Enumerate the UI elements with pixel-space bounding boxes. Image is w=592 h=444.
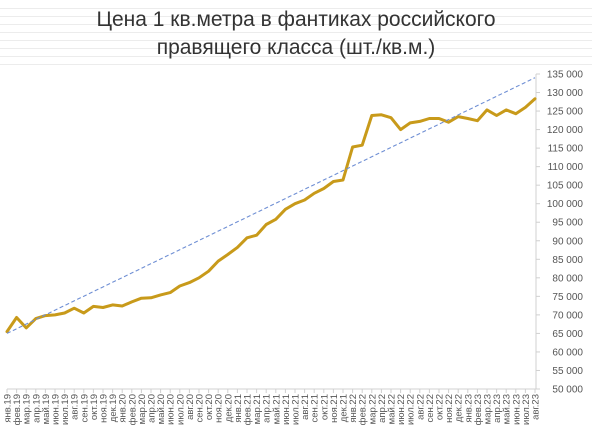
background-stripe bbox=[0, 40, 592, 41]
y-tick-label: 60 000 bbox=[552, 347, 583, 358]
background-stripe bbox=[0, 64, 592, 65]
y-tick-label: 80 000 bbox=[552, 273, 583, 284]
x-tick-label: янв.19 bbox=[3, 394, 14, 423]
x-tick-label: июн.22 bbox=[396, 394, 407, 425]
x-tick-label: май.21 bbox=[271, 394, 282, 424]
x-tick-label: сен.19 bbox=[79, 394, 90, 423]
y-tick-label: 95 000 bbox=[552, 218, 583, 229]
x-tick-label: фев.19 bbox=[12, 394, 23, 425]
y-tick-label: 115 000 bbox=[548, 144, 584, 155]
y-tick-label: 85 000 bbox=[552, 255, 583, 266]
x-tick-label: сен.22 bbox=[425, 394, 436, 423]
x-tick-label: окт.21 bbox=[319, 394, 330, 420]
x-tick-label: фев.20 bbox=[127, 394, 138, 425]
trend-line bbox=[6, 77, 536, 334]
y-tick-label: 75 000 bbox=[552, 292, 583, 303]
x-tick-label: янв.22 bbox=[348, 394, 359, 423]
y-tick-label: 125 000 bbox=[547, 107, 584, 118]
y-tick-label: 55 000 bbox=[552, 366, 583, 377]
x-tick-label: июл.19 bbox=[60, 394, 71, 425]
x-tick-label: окт.20 bbox=[204, 394, 215, 420]
x-tick-label: фев.21 bbox=[243, 394, 254, 425]
x-tick-label: янв.23 bbox=[463, 394, 474, 423]
background-stripe bbox=[0, 8, 592, 9]
x-tick-label: мар.19 bbox=[22, 394, 33, 424]
x-tick-label: авг.23 bbox=[531, 394, 542, 420]
x-tick-label: окт.22 bbox=[435, 394, 446, 420]
x-tick-label: апр.21 bbox=[262, 394, 273, 423]
background-stripe bbox=[0, 24, 592, 25]
x-tick-label: июн.23 bbox=[511, 394, 522, 425]
y-tick-label: 100 000 bbox=[547, 199, 584, 210]
y-tick-label: 130 000 bbox=[547, 88, 584, 99]
x-tick-label: дек.20 bbox=[223, 394, 234, 422]
x-tick-label: авг.20 bbox=[185, 394, 196, 420]
x-tick-label: июл.20 bbox=[175, 394, 186, 425]
y-tick-label: 65 000 bbox=[552, 329, 583, 340]
x-tick-label: мар.23 bbox=[483, 394, 494, 424]
y-tick-label: 90 000 bbox=[552, 236, 583, 247]
x-tick-label: дек.21 bbox=[339, 394, 350, 422]
x-tick-label: июн.20 bbox=[166, 394, 177, 425]
chart-title-line-2: правящего класса (шт./кв.м.) bbox=[156, 36, 436, 59]
x-tick-label: май.23 bbox=[502, 394, 513, 424]
x-tick-label: сен.20 bbox=[195, 394, 206, 423]
x-tick-label: ноя.22 bbox=[444, 394, 455, 423]
x-tick-label: фев.23 bbox=[473, 394, 484, 425]
y-tick-label: 70 000 bbox=[552, 310, 583, 321]
x-tick-label: июн.19 bbox=[51, 394, 62, 425]
x-tick-label: май.19 bbox=[41, 394, 52, 424]
y-tick-label: 50 000 bbox=[552, 385, 583, 396]
chart-title: Цена 1 кв.метра в фантиках российского п… bbox=[0, 6, 592, 62]
x-tick-label: дек.19 bbox=[108, 394, 119, 422]
x-tick-label: ноя.21 bbox=[329, 394, 340, 423]
background-stripe bbox=[0, 16, 592, 17]
x-tick-label: мар.22 bbox=[367, 394, 378, 424]
background-stripe bbox=[0, 56, 592, 57]
background-stripe bbox=[0, 32, 592, 33]
y-tick-label: 120 000 bbox=[547, 125, 584, 136]
x-tick-label: авг.21 bbox=[300, 394, 311, 420]
x-tick-label: ноя.19 bbox=[99, 394, 110, 423]
y-tick-label: 110 000 bbox=[548, 162, 584, 173]
x-tick-label: июл.21 bbox=[291, 394, 302, 425]
x-tick-label: авг.22 bbox=[415, 394, 426, 420]
x-tick-label: апр.22 bbox=[377, 394, 388, 423]
x-tick-label: апр.19 bbox=[31, 394, 42, 423]
y-tick-label: 135 000 bbox=[547, 70, 584, 81]
x-tick-label: ноя.20 bbox=[214, 394, 225, 423]
x-tick-label: янв.21 bbox=[233, 394, 244, 423]
background-stripe bbox=[0, 48, 592, 49]
x-tick-label: мар.20 bbox=[137, 394, 148, 424]
chart-title-line-1: Цена 1 кв.метра в фантиках российского bbox=[96, 8, 496, 31]
y-tick-label: 105 000 bbox=[547, 181, 584, 192]
x-tick-label: окт.19 bbox=[89, 394, 100, 420]
x-tick-label: дек.22 bbox=[454, 394, 465, 422]
x-tick-label: май.22 bbox=[387, 394, 398, 424]
x-tick-label: апр.20 bbox=[147, 394, 158, 423]
x-tick-label: фев.22 bbox=[358, 394, 369, 425]
x-tick-label: июн.21 bbox=[281, 394, 292, 425]
x-tick-label: июл.23 bbox=[521, 394, 532, 425]
x-tick-label: авг.19 bbox=[70, 394, 81, 420]
x-tick-label: май.20 bbox=[156, 394, 167, 424]
x-tick-label: мар.21 bbox=[252, 394, 263, 424]
x-tick-label: сен.21 bbox=[310, 394, 321, 423]
x-tick-label: июл.22 bbox=[406, 394, 417, 425]
price-series-line bbox=[5, 97, 537, 334]
x-tick-label: янв.20 bbox=[118, 394, 129, 423]
x-tick-label: апр.23 bbox=[492, 394, 503, 423]
